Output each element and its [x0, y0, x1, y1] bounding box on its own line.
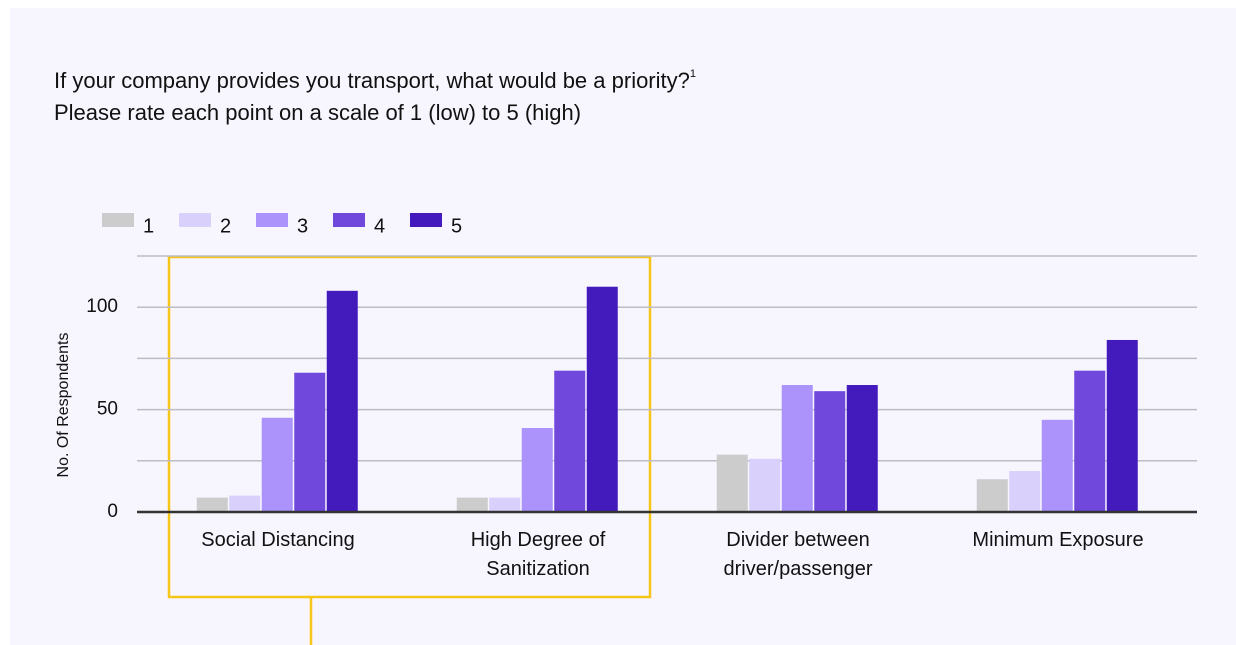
bar — [261, 417, 293, 512]
legend-label: 4 — [374, 215, 385, 237]
legend-label: 1 — [143, 215, 154, 237]
legend-label: 5 — [451, 215, 462, 237]
bar — [489, 497, 521, 512]
bar — [586, 286, 618, 512]
highlight-box — [167, 255, 652, 599]
bar — [716, 454, 748, 512]
x-tick-label: High Degree of Sanitization — [470, 529, 606, 580]
legend-label: 2 — [220, 215, 231, 237]
legend-swatch — [102, 213, 134, 227]
y-tick-label: 0 — [107, 501, 118, 522]
legend-label: 3 — [297, 215, 308, 237]
chart-title: If your company provides you transport, … — [54, 68, 690, 93]
legend-swatch — [333, 213, 365, 227]
y-tick-label: 50 — [97, 399, 118, 420]
bar — [1106, 339, 1138, 512]
bar — [1074, 370, 1106, 512]
bar — [326, 290, 358, 512]
legend-swatch — [410, 213, 442, 227]
bar — [749, 458, 781, 512]
legend-swatch — [179, 213, 211, 227]
bar — [976, 479, 1008, 512]
bar — [521, 428, 553, 512]
bar — [294, 372, 326, 512]
bar — [229, 495, 261, 512]
legend-swatch — [256, 213, 288, 227]
bar — [196, 497, 228, 512]
bar — [846, 385, 878, 512]
bar — [814, 391, 846, 512]
footnote-mark: 1 — [690, 68, 696, 80]
chart-subtitle: Please rate each point on a scale of 1 (… — [54, 100, 581, 125]
bar — [1041, 419, 1073, 512]
chart-title-line: If your company provides you transport, … — [54, 68, 696, 93]
x-tick-label: Social Distancing — [201, 529, 355, 551]
bar — [781, 385, 813, 512]
y-tick-label: 100 — [86, 296, 118, 317]
bar — [554, 370, 586, 512]
bar — [1009, 471, 1041, 512]
y-axis-label: No. Of Respondents — [55, 333, 72, 478]
x-tick-label: Divider between driver/passenger — [723, 529, 873, 580]
x-tick-label: Minimum Exposure — [972, 529, 1144, 551]
panel — [10, 8, 1236, 645]
bar — [456, 497, 488, 512]
